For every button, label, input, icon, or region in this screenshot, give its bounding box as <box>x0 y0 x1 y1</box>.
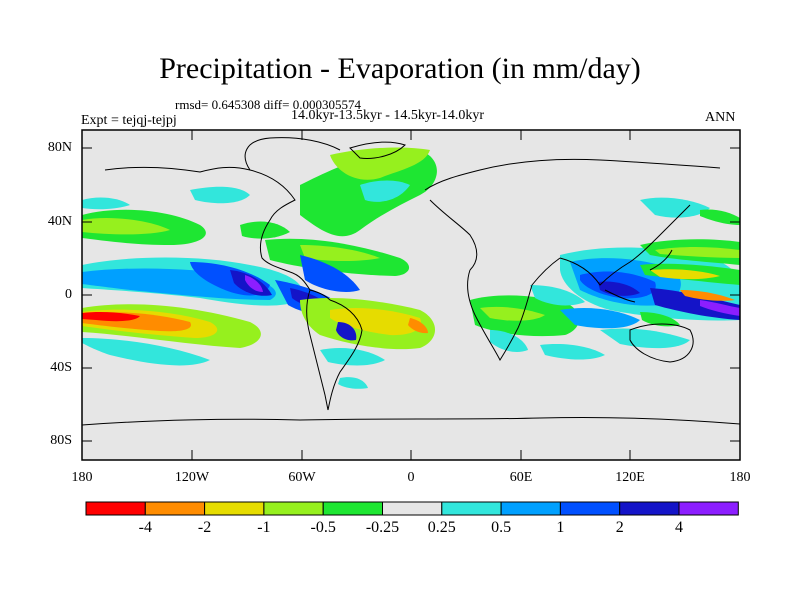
colorbar-box <box>322 501 384 516</box>
lon-label-120w: 120W <box>174 470 210 485</box>
colorbar-label: -4 <box>138 519 152 536</box>
colorbar-box <box>85 501 146 516</box>
lon-label-60e: 60E <box>509 470 533 485</box>
colorbar-label: -0.5 <box>310 519 336 536</box>
lat-label-0: 0 <box>65 287 72 302</box>
colorbar-box <box>204 501 265 516</box>
colorbar-label: -2 <box>197 519 212 536</box>
colorbar-box <box>441 501 502 516</box>
colorbar-box <box>678 501 739 516</box>
anomaly-fields <box>82 147 740 389</box>
lat-label-40s: 40S <box>50 360 72 375</box>
colorbar-label: 2 <box>615 519 624 536</box>
lon-label-120e: 120E <box>615 470 645 485</box>
season-label: ANN <box>705 110 736 125</box>
period-label: 14.0kyr-13.5kyr - 14.5kyr-14.0kyr <box>291 108 485 123</box>
colorbar-label: -0.25 <box>365 519 400 536</box>
lat-ticks <box>82 147 740 442</box>
colorbar-label: 0.5 <box>491 519 512 536</box>
coastlines <box>82 137 740 426</box>
lat-label-40n: 40N <box>47 214 72 229</box>
stats-label: rmsd= 0.645308 diff= 0.000305574 <box>175 97 361 112</box>
colorbar-box <box>263 501 324 516</box>
colorbar-box <box>500 501 561 516</box>
lat-label-80s: 80S <box>50 433 72 448</box>
colorbar-label: -1 <box>257 519 271 536</box>
colorbar-box <box>144 501 206 516</box>
colorbar-label: 4 <box>675 519 683 536</box>
colorbar-box <box>619 501 680 516</box>
lon-label-60w: 60W <box>288 470 316 485</box>
lon-label-0: 0 <box>407 470 415 485</box>
lat-label-80n: 80N <box>47 140 72 155</box>
colorbar-box <box>382 501 443 516</box>
colorbar-box <box>559 501 621 516</box>
colorbar <box>85 501 739 516</box>
lon-label-180w: 180 <box>71 470 93 485</box>
colorbar-label: 0.25 <box>427 519 456 536</box>
colorbar-label: 1 <box>556 519 565 536</box>
experiment-label: Expt = tejqj-tejpj <box>81 113 177 128</box>
lon-ticks <box>191 130 631 460</box>
lon-label-180e: 180 <box>729 470 751 485</box>
map-title: Precipitation - Evaporation (in mm/day) <box>159 52 641 85</box>
